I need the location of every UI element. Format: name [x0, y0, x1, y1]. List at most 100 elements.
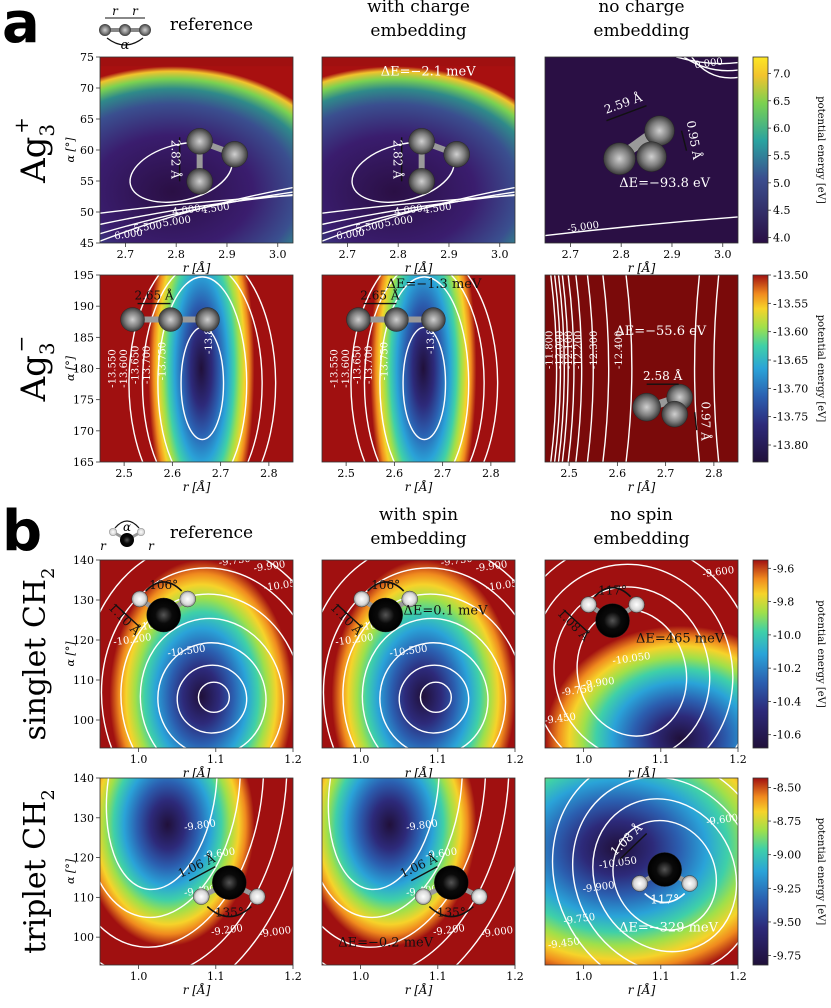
contour-label: 6.000: [336, 228, 366, 243]
x-axis-label: r [Å]: [183, 479, 211, 494]
contour-line: [322, 186, 515, 242]
contour-label: 5.000: [384, 214, 414, 229]
contour-label: -13.700: [364, 346, 375, 384]
ag-atom-icon: [636, 141, 667, 172]
contour-label: -9.000: [481, 925, 514, 940]
plot-frame: [321, 56, 516, 244]
y-tick-label: 185: [73, 331, 94, 344]
delta-e-annotation: ΔE=−0.2 meV: [338, 935, 433, 950]
bond-length-label: 2.82 Å: [169, 140, 184, 180]
contour-label: -9.800: [405, 818, 438, 833]
panel-letter-a: a: [2, 0, 40, 56]
contour-line: [379, 276, 470, 462]
contour-label: -13.800: [204, 316, 215, 354]
h-atom-icon: [628, 596, 645, 613]
y-tick-label: 50: [80, 206, 94, 219]
y-tick-label: 130: [73, 594, 94, 607]
contour-line: [363, 275, 485, 462]
contour-label: -9.750: [218, 554, 251, 569]
delta-e-annotation: ΔE=0.1 meV: [404, 604, 489, 619]
contour-line: [350, 275, 499, 462]
colorbar-tick-label: -13.80: [773, 439, 808, 452]
y-tick-label: 180: [73, 363, 94, 376]
contour-line: [625, 275, 633, 462]
contour-label: -9.600: [702, 565, 735, 580]
y-tick-label: 110: [73, 891, 94, 904]
h-atom-icon: [109, 528, 117, 536]
c-atom-icon: [595, 603, 630, 638]
x-tick-label: 2.8: [705, 467, 723, 480]
schematic-alpha-label: α: [123, 520, 131, 534]
h-atom-icon: [415, 888, 432, 905]
heatmap-field: [100, 778, 255, 947]
ag-atom-icon: [186, 128, 213, 155]
y-tick-label: 45: [80, 237, 94, 250]
heatmap-field: [545, 625, 738, 748]
x-tick-label: 1.2: [506, 970, 524, 983]
h-atom-icon: [353, 590, 370, 608]
colorbar: -8.50 -8.75 -9.00 -9.25 -9.50 -9.75 potential …: [752, 777, 826, 966]
contour-label: -13.550: [107, 349, 118, 387]
row-label-1: Ag3−: [9, 336, 59, 403]
contour-line: [197, 681, 231, 713]
h-atom-icon: [401, 590, 418, 608]
angle-arc: [114, 520, 140, 529]
colorbar-tick-label: -9.75: [773, 950, 801, 963]
ag-atom-icon: [408, 128, 435, 155]
x-axis-label: r [Å]: [628, 765, 656, 780]
contour-line: [327, 778, 440, 891]
contour-line: [557, 275, 565, 462]
angle-arc: [206, 905, 252, 918]
contour-label: -13.650: [131, 346, 142, 384]
x-tick-label: 1.1: [207, 970, 225, 983]
x-tick-label: 2.6: [386, 467, 404, 480]
contour-label: -9.000: [259, 925, 292, 940]
colorbar-tick-label: -10.6: [773, 729, 801, 742]
contour-line: [100, 193, 293, 226]
panel-letter-b: b: [2, 499, 42, 564]
x-tick-label: 1.1: [429, 970, 447, 983]
x-tick-label: 1.2: [729, 753, 747, 766]
contour-label: -9.750: [440, 554, 473, 569]
contour-label: -10.050: [598, 855, 638, 871]
x-tick-label: 2.7: [434, 467, 452, 480]
y-tick-label: 175: [73, 394, 94, 407]
row-label-subscript: 2: [38, 567, 59, 578]
row-label-base: triplet CH: [18, 801, 53, 954]
plot-3: -13.550 -13.600 -13.650 -13.700 -13.750 -13.8…: [64, 269, 294, 494]
colorbar-gradient: [752, 559, 769, 749]
y-tick-label: 140: [73, 554, 94, 567]
molecule-icon: 2.82 Å: [169, 128, 248, 195]
colorbar-tick-label: -9.6: [773, 562, 794, 575]
colorbar-tick-label: 5.5: [773, 149, 791, 162]
y-tick-label: 190: [73, 300, 94, 313]
x-tick-label: 2.5: [115, 467, 133, 480]
dimension-line: [564, 610, 590, 634]
ag-atom-icon: [186, 168, 213, 195]
y-tick-label: 130: [73, 812, 94, 825]
delta-e-annotation: ΔE=−1.3 meV: [386, 277, 481, 292]
contour-label: -13.800: [426, 316, 437, 354]
contour-line: [575, 275, 583, 462]
bond-length-label: 0.95 Å: [684, 119, 706, 161]
column-header-a-2: no charge: [598, 0, 684, 17]
contour-label: -9.800: [183, 818, 216, 833]
y-tick-label: 100: [73, 931, 94, 944]
h-atom-icon: [193, 888, 210, 905]
contour-line: [553, 586, 711, 748]
contour-line: [676, 57, 738, 65]
bond-length-label: 0.97 Å: [699, 402, 714, 442]
heatmap-field: [322, 66, 515, 243]
row-label-base: singlet CH: [18, 579, 53, 741]
column-header-a-0: reference: [170, 15, 253, 35]
x-axis-label: r [Å]: [405, 982, 433, 997]
contour-label: 4.500: [201, 201, 231, 216]
column-header-b-2: no spin: [610, 505, 673, 525]
colorbar-tick-label: -13.50: [773, 269, 808, 282]
contour-line: [379, 642, 489, 748]
